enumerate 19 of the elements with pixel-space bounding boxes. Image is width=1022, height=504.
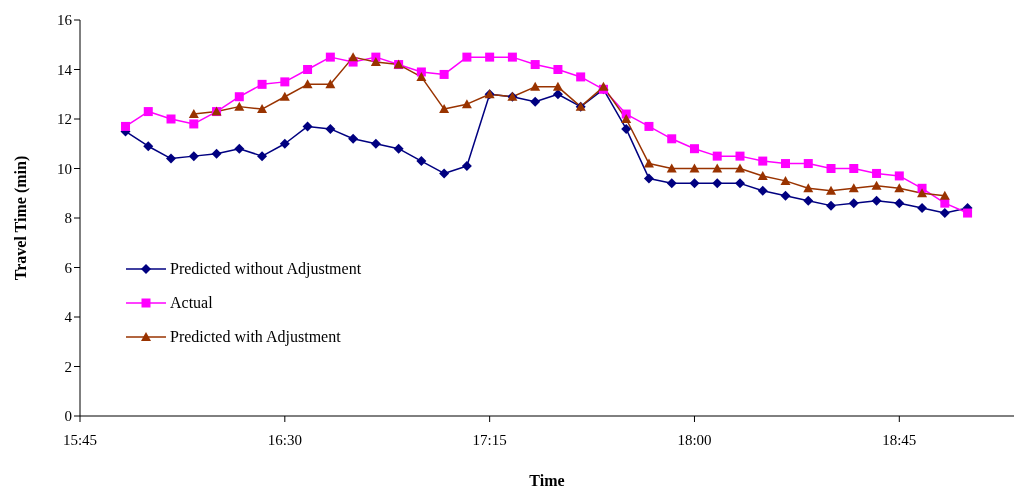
x-axis-title: Time	[529, 472, 565, 489]
y-axis-title: Travel Time (min)	[11, 155, 30, 281]
y-tick-label: 16	[57, 12, 73, 29]
y-tick-label: 12	[57, 111, 72, 128]
x-tick-label: 18:45	[882, 431, 917, 448]
y-tick-label: 6	[64, 259, 73, 276]
y-tick-label: 4	[64, 309, 73, 326]
x-tick-label: 17:15	[472, 431, 507, 448]
y-tick-label: 10	[57, 160, 72, 177]
y-tick-label: 14	[57, 61, 73, 78]
y-tick-label: 0	[64, 408, 72, 425]
y-tick-label: 2	[64, 358, 72, 375]
x-tick-label: 16:30	[267, 431, 302, 448]
legend-label: Predicted without Adjustment	[170, 260, 362, 278]
x-tick-label: 15:45	[62, 431, 98, 448]
x-tick-label: 18:00	[677, 431, 712, 448]
legend-label: Predicted with Adjustment	[170, 328, 341, 346]
legend-label: Actual	[170, 294, 213, 312]
y-tick-label: 8	[64, 210, 72, 227]
